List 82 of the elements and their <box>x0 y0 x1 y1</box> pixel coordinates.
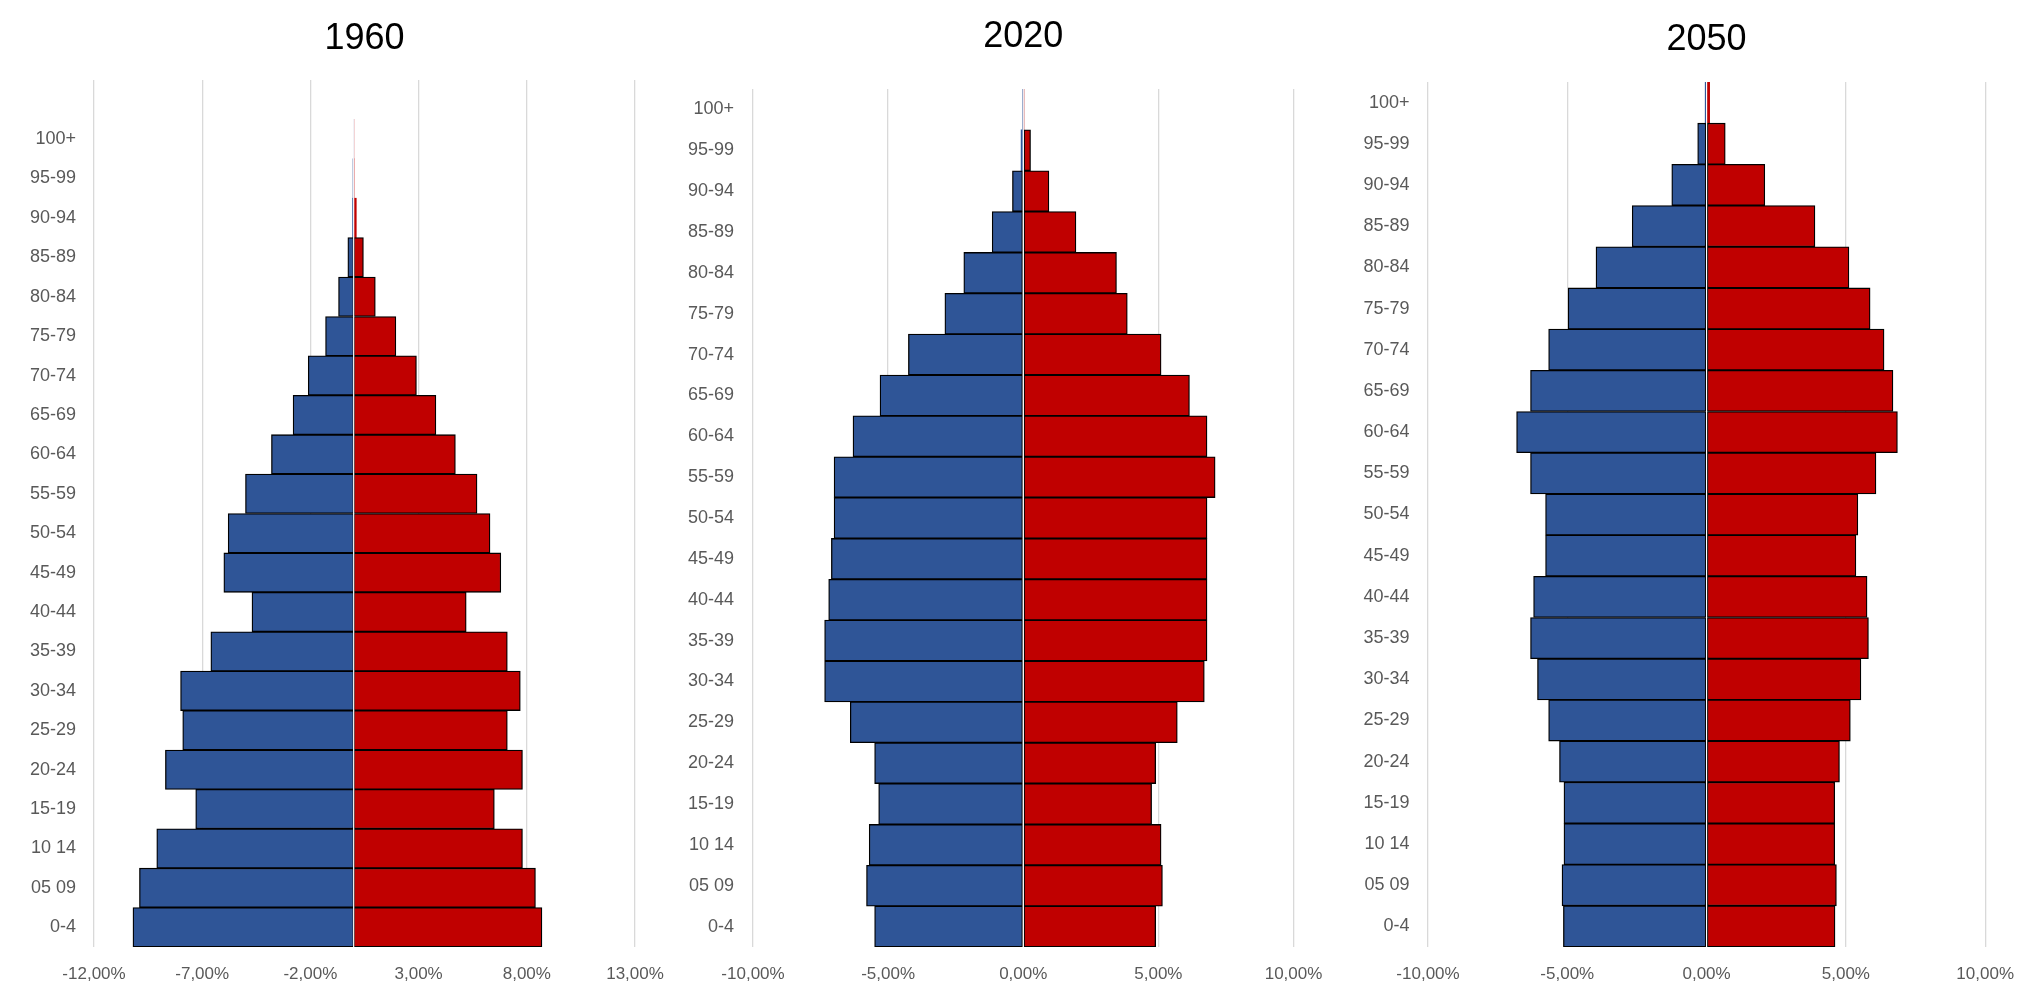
y-tick-label: 55-59 <box>1363 462 1410 483</box>
y-tick-label: 60-64 <box>29 443 76 464</box>
y-tick-label: 40-44 <box>1363 585 1410 606</box>
y-tick-label: 80-84 <box>29 285 76 306</box>
y-tick-label: 45-49 <box>687 547 734 568</box>
y-tick-label: 65-69 <box>29 403 76 424</box>
x-tick-label: -10,00% <box>1396 963 1460 983</box>
y-tick-label: 85-89 <box>687 220 734 241</box>
chart-title: 2020 <box>983 13 1064 55</box>
y-tick-label: 40-44 <box>29 600 76 621</box>
y-tick-label: 55-59 <box>29 482 76 503</box>
x-tick-label: 5,00% <box>1134 963 1183 983</box>
y-tick-label: 85-89 <box>29 246 76 267</box>
y-tick-label: 85-89 <box>1363 215 1410 236</box>
y-tick-label: 50-54 <box>1363 503 1410 524</box>
y-tick-label: 05 09 <box>1364 874 1410 895</box>
y-tick-label: 100+ <box>1368 91 1410 112</box>
y-tick-label: 35-39 <box>29 640 76 661</box>
y-tick-label: 0-4 <box>707 915 734 936</box>
x-tick-label: 8,00% <box>502 963 551 983</box>
y-tick-label: 70-74 <box>29 364 76 385</box>
y-tick-label: 05 09 <box>688 874 734 895</box>
y-tick-label: 65-69 <box>687 384 734 405</box>
y-tick-label: 05 09 <box>30 876 76 897</box>
y-tick-label: 10 14 <box>688 833 734 854</box>
y-tick-label: 70-74 <box>1363 338 1410 359</box>
y-tick-label: 40-44 <box>687 588 734 609</box>
y-tick-label: 95-99 <box>1363 132 1410 153</box>
y-tick-label: 95-99 <box>29 167 76 188</box>
y-tick-label: 75-79 <box>29 325 76 346</box>
y-tick-label: 50-54 <box>29 522 76 543</box>
y-tick-label: 75-79 <box>1363 297 1410 318</box>
y-tick-label: 30-34 <box>29 679 76 700</box>
y-tick-label: 80-84 <box>1363 256 1410 277</box>
x-tick-label: 10,00% <box>1956 963 2015 983</box>
x-tick-label: 13,00% <box>606 963 664 983</box>
y-tick-label: 15-19 <box>1363 791 1410 812</box>
x-tick-label: 3,00% <box>394 963 443 983</box>
y-tick-label: 30-34 <box>687 670 734 691</box>
y-tick-label: 60-64 <box>687 425 734 446</box>
y-tick-label: 10 14 <box>30 837 76 858</box>
x-tick-label: 0,00% <box>1682 963 1731 983</box>
x-tick-label: -2,00% <box>283 963 338 983</box>
y-tick-label: 65-69 <box>1363 379 1410 400</box>
y-tick-label: 35-39 <box>1363 627 1410 648</box>
x-tick-label: -5,00% <box>1540 963 1595 983</box>
y-tick-label: 20-24 <box>1363 750 1410 771</box>
y-tick-label: 100+ <box>35 128 76 149</box>
chart-title: 1960 <box>324 15 405 57</box>
y-tick-label: 10 14 <box>1364 832 1410 853</box>
y-tick-label: 20-24 <box>29 758 76 779</box>
x-tick-label: -7,00% <box>175 963 230 983</box>
x-tick-label: -12,00% <box>62 963 126 983</box>
chart-title: 2050 <box>1666 16 1747 58</box>
y-tick-label: 90-94 <box>29 206 76 227</box>
y-tick-label: 70-74 <box>687 343 734 364</box>
y-tick-label: 100+ <box>693 98 734 119</box>
y-tick-label: 0-4 <box>1383 915 1410 936</box>
y-tick-label: 20-24 <box>687 752 734 773</box>
y-tick-label: 25-29 <box>29 719 76 740</box>
y-tick-label: 80-84 <box>687 261 734 282</box>
y-tick-label: 30-34 <box>1363 668 1410 689</box>
x-tick-label: 0,00% <box>999 963 1048 983</box>
y-tick-label: 15-19 <box>29 798 76 819</box>
y-tick-label: 50-54 <box>687 506 734 527</box>
y-tick-label: 25-29 <box>687 711 734 732</box>
y-tick-label: 45-49 <box>1363 544 1410 565</box>
x-tick-label: -5,00% <box>861 963 916 983</box>
y-tick-label: 60-64 <box>1363 421 1410 442</box>
y-tick-label: 25-29 <box>1363 709 1410 730</box>
y-tick-label: 0-4 <box>49 916 76 937</box>
y-tick-label: 90-94 <box>687 180 734 201</box>
y-tick-label: 90-94 <box>1363 173 1410 194</box>
y-tick-label: 15-19 <box>687 792 734 813</box>
y-tick-label: 45-49 <box>29 561 76 582</box>
y-tick-label: 55-59 <box>687 466 734 487</box>
x-tick-label: 5,00% <box>1821 963 1870 983</box>
y-tick-label: 75-79 <box>687 302 734 323</box>
y-tick-label: 95-99 <box>687 139 734 160</box>
x-tick-label: 10,00% <box>1264 963 1323 983</box>
y-tick-label: 35-39 <box>687 629 734 650</box>
x-tick-label: -10,00% <box>721 963 785 983</box>
